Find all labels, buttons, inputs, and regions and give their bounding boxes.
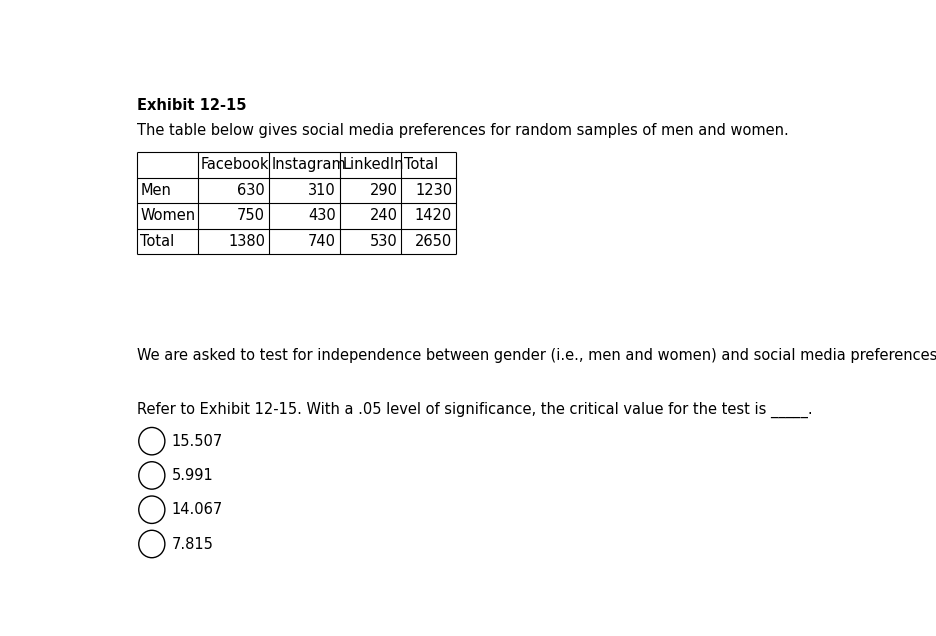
Text: Refer to Exhibit 12-15. With a .05 level of significance, the critical value for: Refer to Exhibit 12-15. With a .05 level… [138, 402, 813, 418]
Text: Exhibit 12-15: Exhibit 12-15 [138, 99, 247, 113]
Text: 15.507: 15.507 [171, 434, 223, 448]
Text: LinkedIn: LinkedIn [343, 158, 404, 172]
Text: Women: Women [140, 209, 196, 223]
Text: 290: 290 [370, 183, 398, 198]
Text: 630: 630 [237, 183, 265, 198]
Text: Instagram: Instagram [271, 158, 346, 172]
Text: Facebook: Facebook [200, 158, 269, 172]
Text: 1380: 1380 [228, 234, 265, 249]
Text: 240: 240 [370, 209, 398, 223]
Text: 750: 750 [237, 209, 265, 223]
Text: 740: 740 [308, 234, 336, 249]
Text: 1420: 1420 [415, 209, 452, 223]
Text: 1230: 1230 [415, 183, 452, 198]
Text: The table below gives social media preferences for random samples of men and wom: The table below gives social media prefe… [138, 123, 789, 138]
Text: 430: 430 [308, 209, 336, 223]
Text: Men: Men [140, 183, 171, 198]
Text: 2650: 2650 [415, 234, 452, 249]
Text: Total: Total [404, 158, 438, 172]
Text: 530: 530 [370, 234, 398, 249]
Text: 14.067: 14.067 [171, 502, 223, 517]
Text: Total: Total [140, 234, 174, 249]
Text: 7.815: 7.815 [171, 537, 213, 551]
Text: 5.991: 5.991 [171, 468, 213, 483]
Text: 310: 310 [308, 183, 336, 198]
Text: We are asked to test for independence between gender (i.e., men and women) and s: We are asked to test for independence be… [138, 348, 936, 363]
